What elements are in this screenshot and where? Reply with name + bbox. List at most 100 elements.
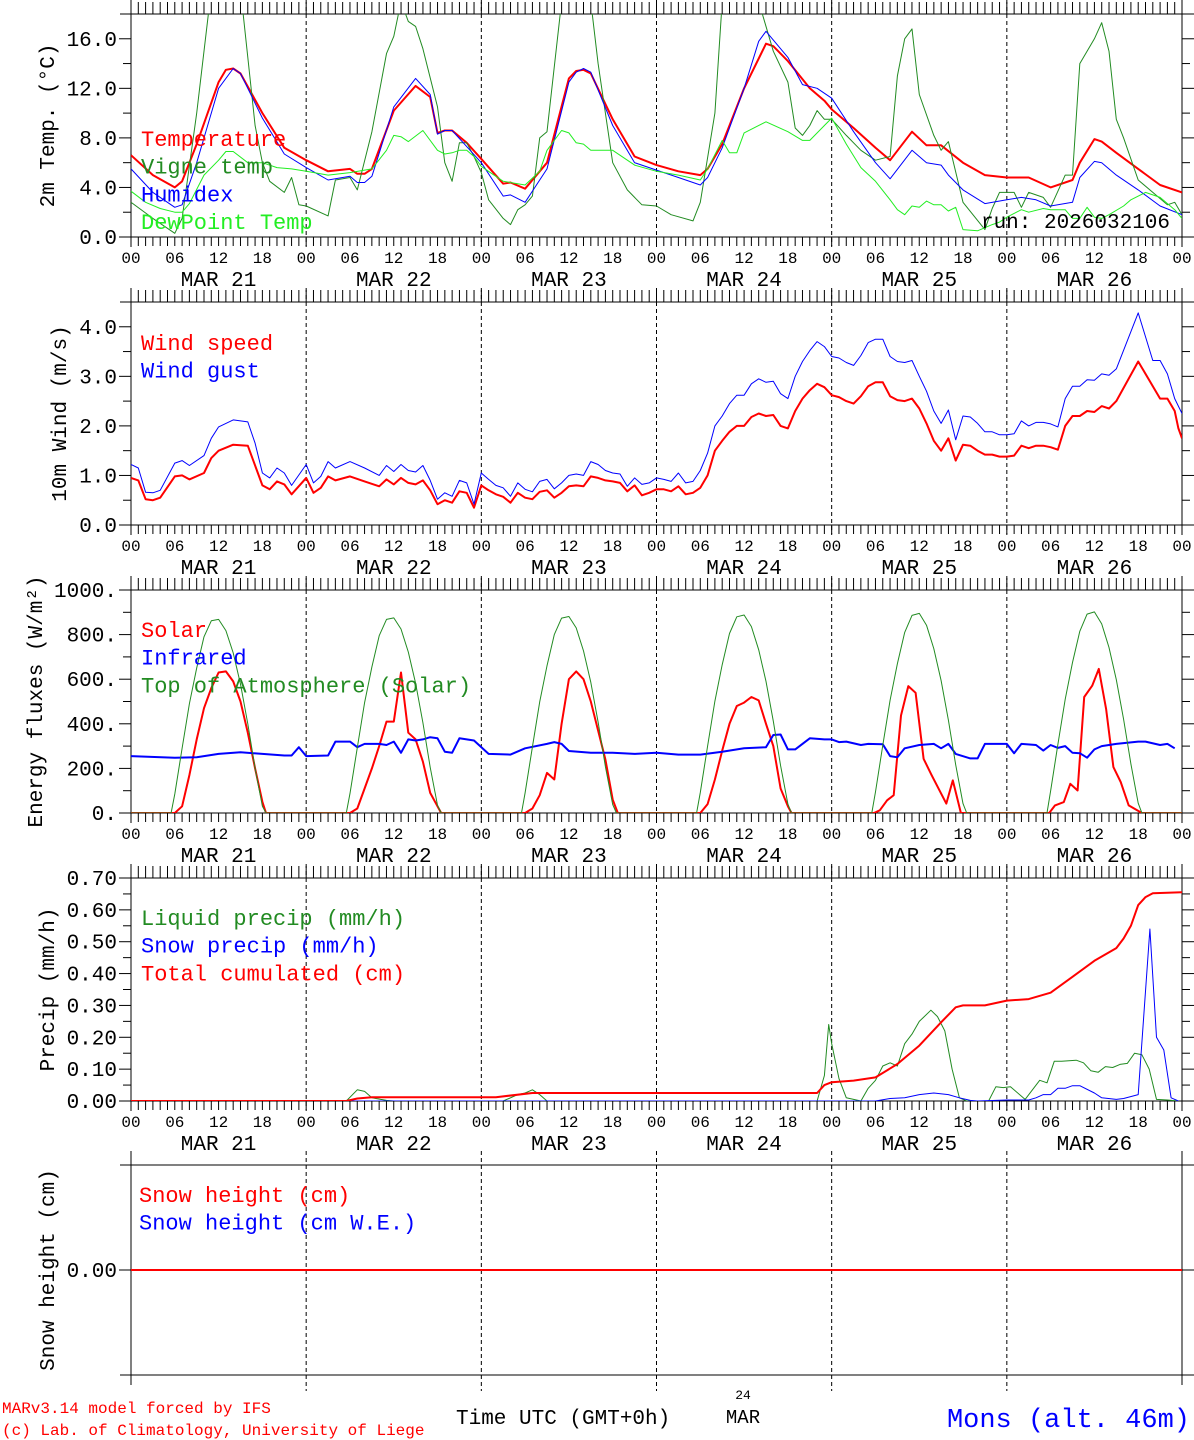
x-tick-label: 18 — [603, 250, 622, 268]
x-tick-label: 12 — [384, 538, 403, 556]
x-day-label: MAR 24 — [706, 846, 782, 869]
x-tick-label: 06 — [691, 250, 710, 268]
x-tick-label: 06 — [1041, 250, 1060, 268]
x-tick-label: 12 — [1085, 538, 1104, 556]
legend-entry: Humidex — [141, 183, 233, 208]
x-tick-label: 12 — [910, 250, 929, 268]
x-tick-label: 00 — [1172, 1114, 1191, 1132]
x-tick-label: 12 — [1085, 1114, 1104, 1132]
x-tick-label: 00 — [822, 538, 841, 556]
run-annotation: run: 2026032106 — [981, 212, 1170, 235]
series-line-infrared — [131, 733, 1176, 760]
x-tick-label: 00 — [997, 538, 1016, 556]
x-day-label: MAR 25 — [881, 558, 957, 581]
x-tick-label: 00 — [121, 538, 140, 556]
y-tick-label: 3.0 — [79, 367, 117, 390]
legend-entry: DewPoint Temp — [141, 211, 313, 236]
x-day-label: MAR 24 — [706, 270, 782, 293]
y-tick-label: 0.60 — [67, 901, 117, 924]
x-tick-label: 06 — [516, 538, 535, 556]
legend-entry: Liquid precip (mm/h) — [141, 907, 405, 932]
series-line-solar — [131, 667, 1182, 813]
x-day-label: MAR 21 — [181, 270, 257, 293]
series-group — [131, 891, 1182, 1101]
legend-entry: Solar — [141, 619, 207, 644]
x-day-label: MAR 26 — [1057, 270, 1133, 293]
x-tick-label: 06 — [165, 1114, 184, 1132]
series-line-temperature — [131, 42, 1182, 194]
x-tick-label: 18 — [603, 826, 622, 844]
x-day-label: MAR 25 — [881, 270, 957, 293]
x-tick-label: 12 — [559, 826, 578, 844]
x-tick-label: 18 — [1129, 250, 1148, 268]
legend-entry: Top of Atmosphere (Solar) — [141, 674, 471, 699]
x-tick-label: 18 — [1129, 826, 1148, 844]
x-tick-label: 18 — [603, 1114, 622, 1132]
legend-entry: Vigne temp — [141, 156, 273, 181]
x-tick-label: 06 — [1041, 826, 1060, 844]
y-tick-label: 800. — [67, 626, 117, 649]
legend-entry: Snow height (cm) — [139, 1184, 350, 1209]
x-tick-label: 18 — [953, 826, 972, 844]
x-tick-label: 00 — [997, 1114, 1016, 1132]
panel-1: 0.0 4.0 8.0 12.0 16.0 2m Temp. (°C) 00 06 12 18 00… — [38, 0, 1194, 293]
x-tick-label: 18 — [1129, 1114, 1148, 1132]
y-tick-label: 8.0 — [79, 129, 117, 152]
series-line-humidex — [131, 30, 1182, 216]
x-tick-label: 00 — [647, 826, 666, 844]
x-tick-label: 06 — [165, 250, 184, 268]
series-line-total-cumulated-cm — [131, 891, 1182, 1101]
x-tick-label: 12 — [559, 538, 578, 556]
x-tick-label: 18 — [778, 250, 797, 268]
lab-credit: (c) Lab. of Climatology, University of L… — [2, 1422, 424, 1440]
y-axis-title: 10m Wind (m/s) — [50, 325, 73, 501]
x-tick-label: 18 — [253, 250, 272, 268]
x-tick-label: 12 — [559, 1114, 578, 1132]
x-tick-label: 18 — [1129, 538, 1148, 556]
x-day-label: MAR 24 — [706, 558, 782, 581]
y-tick-label: 1000. — [54, 581, 117, 604]
series-line-vigne-temp — [131, 14, 1182, 234]
y-tick-label: 4.0 — [79, 178, 117, 201]
x-tick-label: 12 — [1085, 250, 1104, 268]
panel-5: 0.00 Snow height (cm) Snow height (cm) Snow… — [38, 1151, 1194, 1391]
x-tick-label: 06 — [340, 1114, 359, 1132]
x-day-label: MAR 24 — [706, 1134, 782, 1157]
y-tick-label: 0.30 — [67, 996, 117, 1019]
x-day-label: MAR 22 — [356, 558, 432, 581]
x-tick-label: 00 — [121, 826, 140, 844]
x-tick-label: 12 — [209, 250, 228, 268]
y-tick-label: 12.0 — [67, 79, 117, 102]
x-day-label: MAR 26 — [1057, 846, 1133, 869]
x-tick-label: 06 — [866, 538, 885, 556]
x-day-label: MAR 21 — [181, 558, 257, 581]
x-day-label: MAR 26 — [1057, 1134, 1133, 1157]
y-axis-title: Snow height (cm) — [38, 1169, 61, 1371]
legend-entry: Temperature — [141, 128, 286, 153]
x-tick-label: 18 — [253, 1114, 272, 1132]
x-tick-label: 00 — [647, 1114, 666, 1132]
y-tick-label: 0.00 — [67, 1092, 117, 1115]
x-tick-label: 18 — [778, 826, 797, 844]
x-tick-label: 00 — [647, 250, 666, 268]
x-day-label: MAR 26 — [1057, 558, 1133, 581]
x-day-label: MAR 23 — [531, 846, 607, 869]
x-tick-label: 00 — [822, 826, 841, 844]
y-tick-label: 2.0 — [79, 417, 117, 440]
x-tick-label: 06 — [691, 538, 710, 556]
series-line-liquid-precip-mm-h — [131, 1009, 1179, 1101]
x-tick-label: 06 — [691, 826, 710, 844]
x-axis-title: Time UTC (GMT+0h) — [456, 1408, 670, 1431]
y-tick-label: 0.50 — [67, 933, 117, 956]
x-tick-label: 18 — [953, 1114, 972, 1132]
x-tick-label: 00 — [1172, 250, 1191, 268]
center-day-label: 24 — [735, 1388, 751, 1403]
x-tick-label: 12 — [384, 250, 403, 268]
x-tick-label: 18 — [953, 538, 972, 556]
x-tick-label: 00 — [822, 250, 841, 268]
y-tick-label: 16.0 — [67, 30, 117, 53]
legend-entry: Snow precip (mm/h) — [141, 935, 379, 960]
legend-entry: Wind gust — [141, 360, 260, 385]
x-tick-label: 12 — [209, 826, 228, 844]
y-tick-label: 0.70 — [67, 869, 117, 892]
